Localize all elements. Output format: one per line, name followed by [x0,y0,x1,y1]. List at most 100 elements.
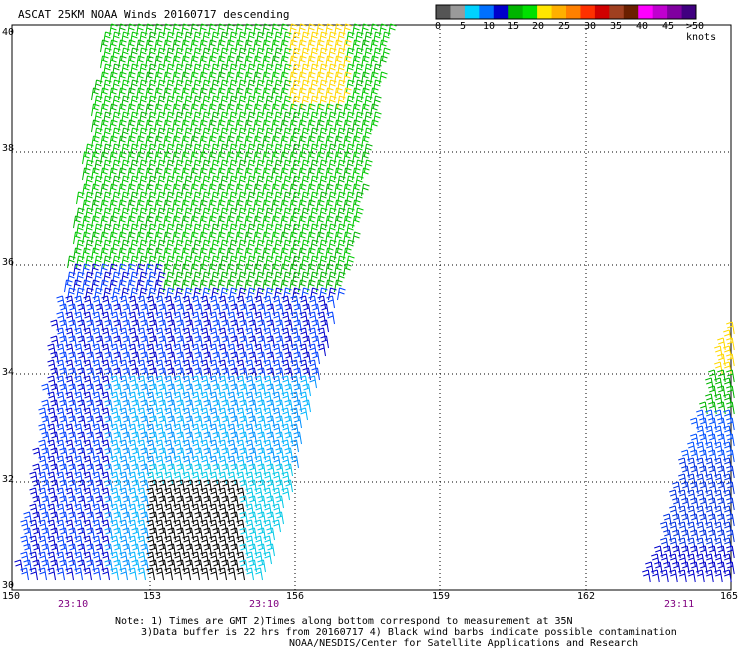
wind-barb [65,327,74,341]
legend-swatch [580,5,596,19]
wind-barb [122,415,131,429]
wind-barb [248,479,257,493]
wind-barb [38,471,47,485]
wind-barb [229,255,238,269]
wind-barb [164,487,173,501]
wind-barb [352,183,361,197]
wind-barb [181,151,190,165]
wind-barb [343,135,352,149]
wind-barb [157,111,166,125]
wind-barb [191,567,200,581]
wind-barb [112,191,121,205]
wind-barb [182,327,191,341]
lat-label-34: 34 [2,367,15,378]
wind-barb [334,167,343,181]
wind-barb [254,295,263,309]
wind-barb [148,143,157,157]
wind-barb [95,527,104,541]
wind-barb [199,167,208,181]
wind-barb [128,439,137,453]
wind-barb [364,31,373,45]
wind-barb [76,239,85,253]
wind-barb [109,103,118,117]
wind-barb [190,167,199,181]
wind-barb [319,191,328,205]
wind-barb [121,111,130,125]
wind-barb [280,199,289,213]
wind-barb [669,489,678,503]
wind-barb [361,183,370,197]
wind-barb [128,567,137,581]
wind-barb [212,511,221,525]
wind-barb [289,87,298,101]
wind-barb [334,71,343,85]
wind-barb [127,119,136,133]
wind-barb [247,271,256,285]
wind-barb [280,151,289,165]
wind-barb [364,127,373,141]
wind-barb [127,39,136,53]
wind-barb [253,87,262,101]
wind-barb [681,465,690,479]
wind-barb [95,543,104,557]
wind-barb [122,543,131,557]
wind-barb [56,455,65,469]
wind-barb [128,487,137,501]
wind-barb [699,561,708,575]
wind-barb [669,569,678,583]
wind-barb [238,143,247,157]
wind-barb [308,327,317,341]
wind-barb [185,495,194,509]
wind-barb [212,367,221,381]
wind-barb [85,175,94,189]
wind-barb [59,319,68,333]
wind-barb [83,551,92,565]
wind-barb [209,391,218,405]
wind-barb [163,183,172,197]
wind-barb [59,495,68,509]
wind-barb [352,167,361,181]
wind-barb [202,95,211,109]
wind-barb [699,401,708,415]
wind-barb [226,199,235,213]
wind-barb [47,519,56,533]
wind-barb [343,199,352,213]
wind-barb [175,79,184,93]
wind-barb [173,519,182,533]
wind-barb [208,263,217,277]
wind-barb [65,535,74,549]
wind-barb [239,511,248,525]
wind-barb [373,31,382,45]
wind-barb [289,55,298,69]
wind-barb [109,23,118,37]
wind-barb [723,361,732,375]
wind-barb [726,433,735,447]
wind-barb [166,159,175,173]
wind-barb [227,327,236,341]
wind-barb [651,553,660,567]
wind-barb [229,31,238,45]
wind-barb [714,361,723,375]
wind-barb [167,415,176,429]
wind-barb [77,543,86,557]
wind-barb [208,71,217,85]
wind-barb [136,71,145,85]
wind-barb [163,215,172,229]
wind-barb [112,223,121,237]
wind-barb [298,135,307,149]
wind-barb [226,247,235,261]
wind-barb [167,399,176,413]
wind-barb [103,31,112,45]
wind-barb [301,127,310,141]
wind-barb [271,167,280,181]
wind-barb [714,441,723,455]
wind-barb [247,175,256,189]
wind-barb [77,319,86,333]
wind-barb [41,399,50,413]
wind-barb [83,503,92,517]
wind-barb [157,31,166,45]
wind-barb [699,465,708,479]
wind-barb [708,465,717,479]
wind-barb [184,191,193,205]
wind-barb [714,393,723,407]
